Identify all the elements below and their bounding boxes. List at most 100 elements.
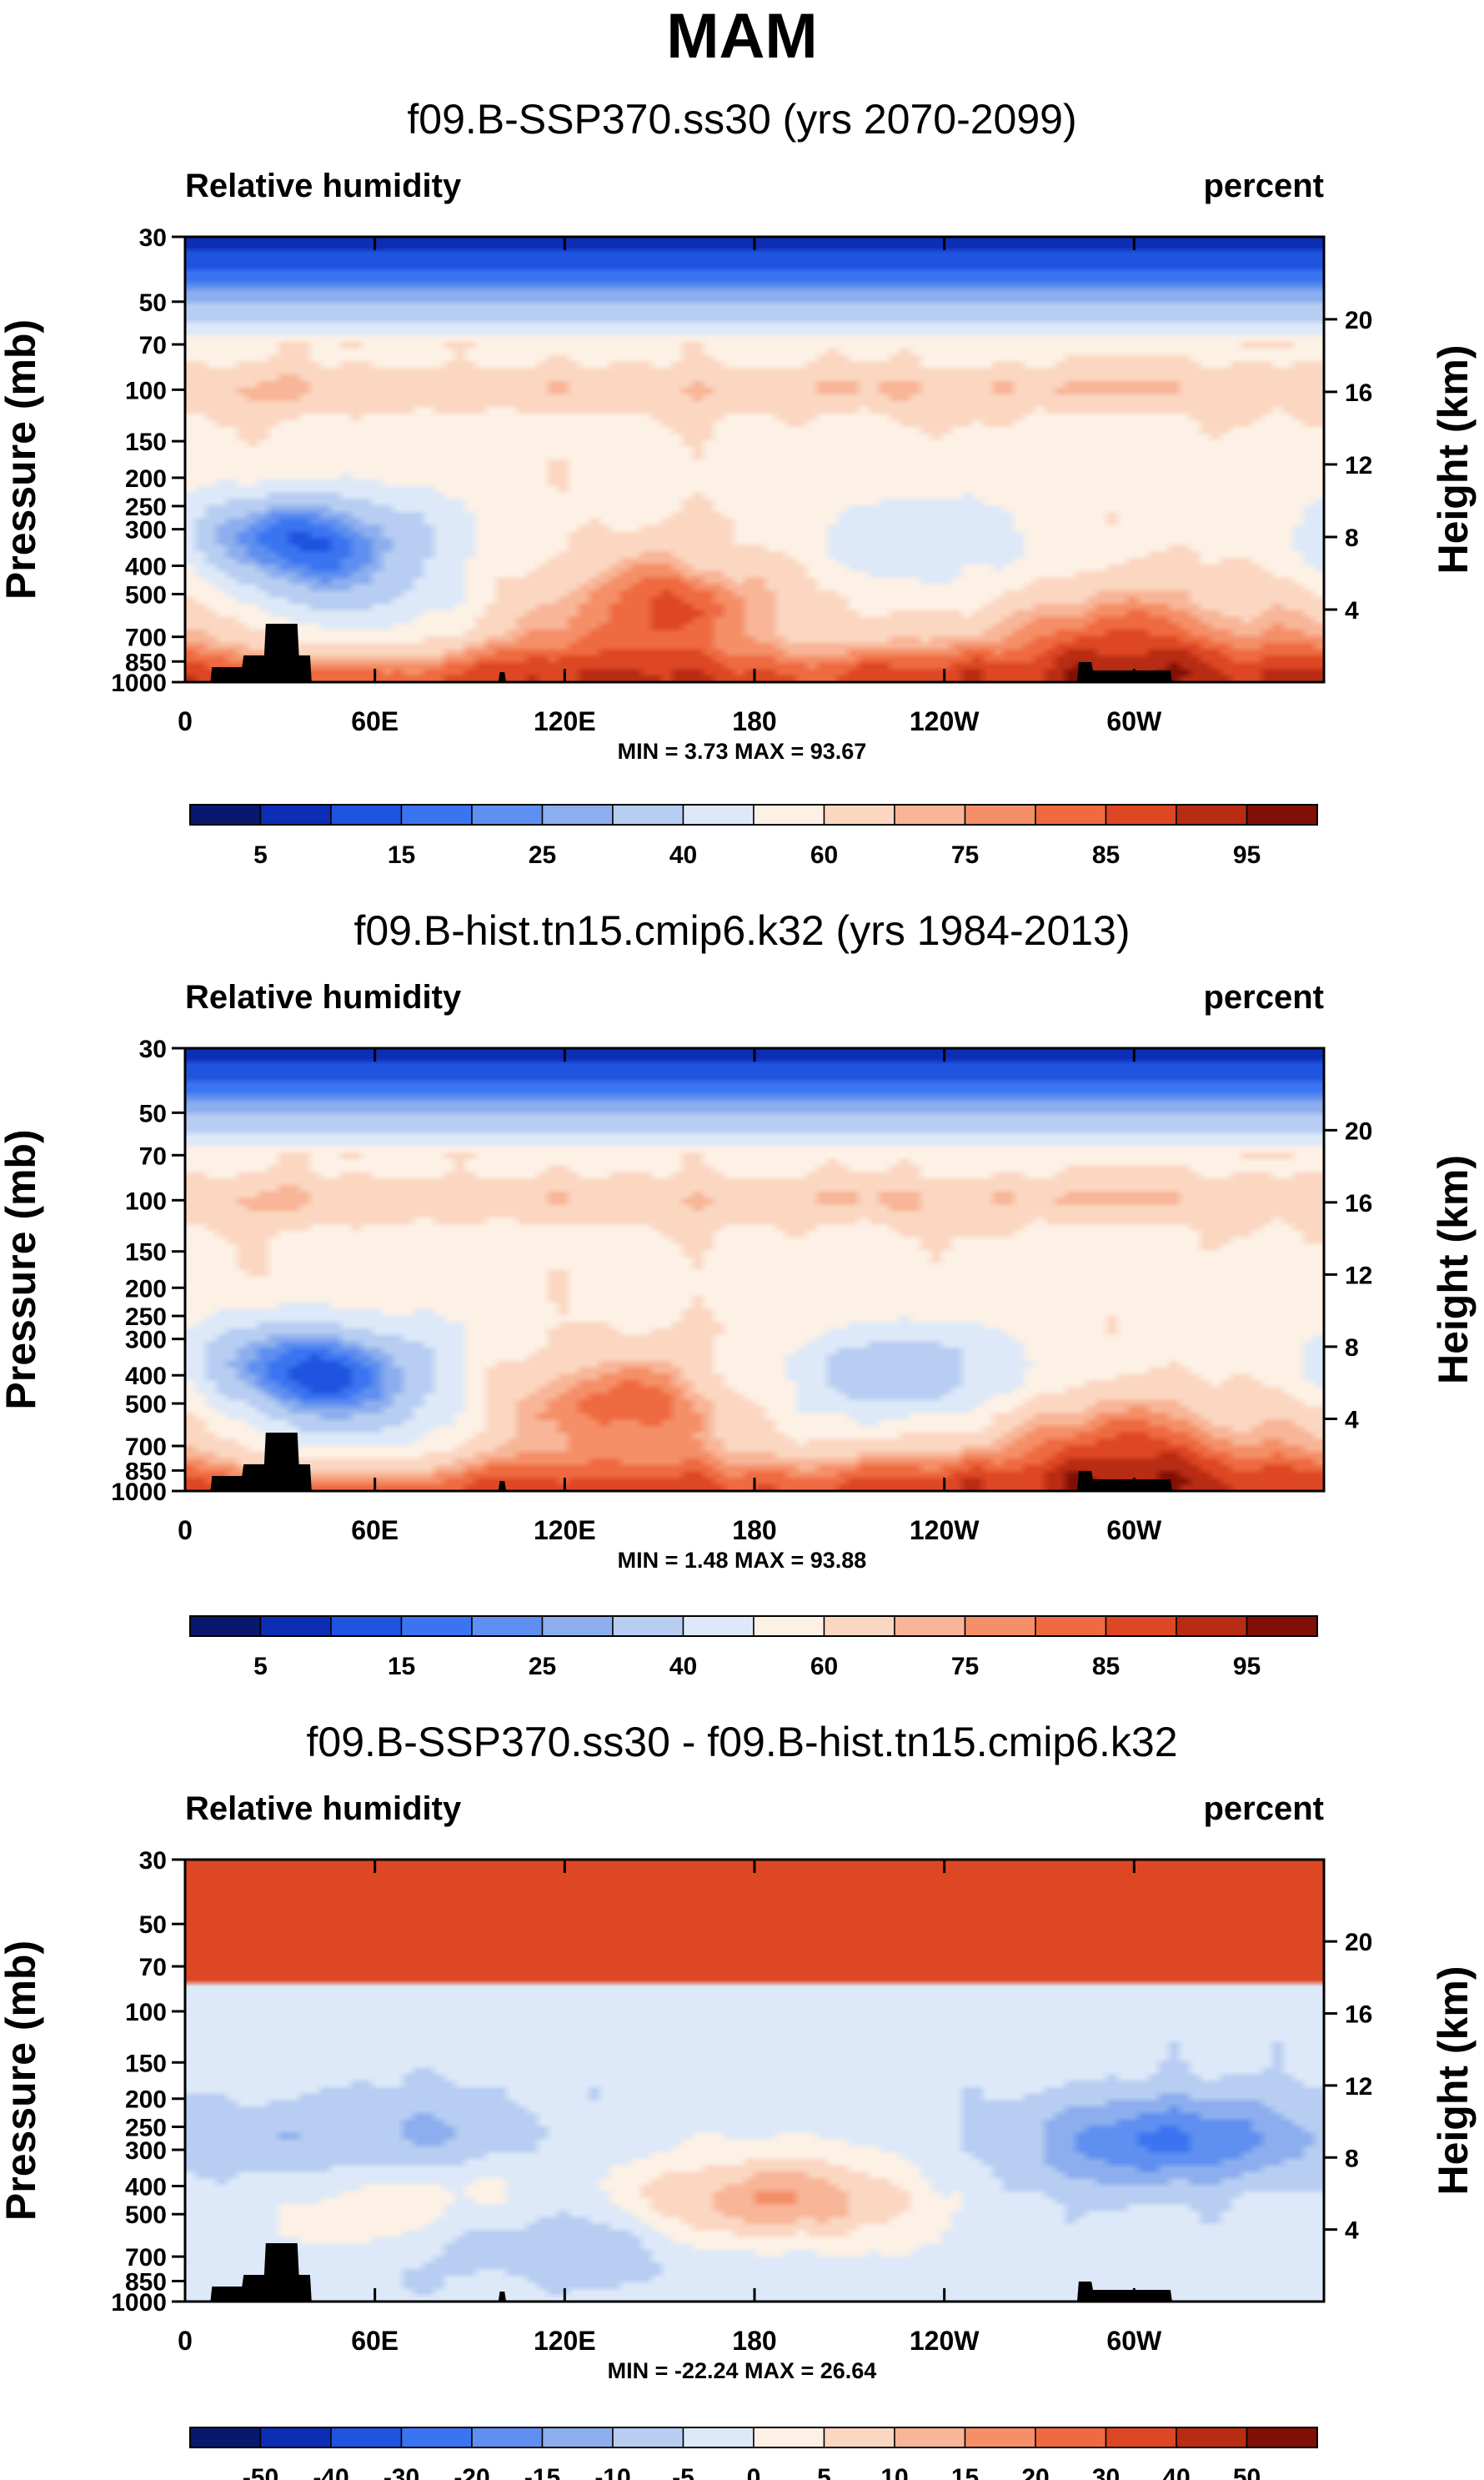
colorbar-box	[259, 1615, 332, 1637]
y-tick-label: 850	[125, 2268, 167, 2296]
colorbar-label: -5	[672, 2464, 694, 2480]
colorbar-box	[330, 1615, 403, 1637]
height-tick-label: 4	[1345, 597, 1359, 625]
panel-title: f09.B-SSP370.ss30 (yrs 2070-2099)	[407, 96, 1076, 143]
y-tick-label: 250	[125, 1303, 167, 1331]
colorbar-frame	[189, 804, 1318, 826]
colorbar-label: 85	[1092, 841, 1120, 869]
colorbar-box	[1246, 2427, 1318, 2448]
height-axis-label: Height (km)	[1430, 1966, 1476, 2196]
colorbar-label: 5	[253, 1653, 268, 1680]
height-tick-label: 4	[1345, 1406, 1359, 1433]
contour-field	[185, 237, 1324, 682]
x-tick-label: 120E	[534, 2326, 596, 2356]
colorbar-box	[894, 1615, 966, 1637]
colorbar-box	[400, 804, 473, 826]
y-tick-label: 700	[125, 1433, 167, 1461]
y-tick-label: 200	[125, 2086, 167, 2114]
contour-field	[185, 1048, 1324, 1491]
colorbar-box	[1176, 2427, 1248, 2448]
colorbar-box	[1105, 1615, 1177, 1637]
colorbar-label: 30	[1092, 2464, 1120, 2480]
colorbar-box	[1035, 1615, 1107, 1637]
x-tick-label: 60E	[351, 1515, 399, 1545]
height-tick-label: 20	[1345, 1117, 1372, 1145]
height-tick-label: 8	[1345, 525, 1359, 552]
right-string: percent	[1204, 168, 1325, 204]
x-tick-label: 120W	[910, 706, 980, 736]
y-tick-label: 400	[125, 553, 167, 580]
colorbar-box	[894, 804, 966, 826]
colorbar-label: 20	[1021, 2464, 1049, 2480]
topography-mask	[185, 1433, 1324, 1491]
colorbar-label: -50	[243, 2464, 278, 2480]
colorbar-box	[964, 2427, 1036, 2448]
y-tick-label: 200	[125, 1275, 167, 1303]
colorbar-label: -15	[524, 2464, 560, 2480]
x-tick-label: 60W	[1106, 706, 1162, 736]
y-tick-label: 400	[125, 2174, 167, 2201]
figure-season-title: MAM	[666, 1, 818, 72]
x-tick-label: 120E	[534, 706, 596, 736]
y-tick-label: 30	[139, 1036, 167, 1063]
colorbar-box	[189, 2427, 262, 2448]
colorbar-label: -10	[594, 2464, 630, 2480]
x-tick-label: 0	[178, 2326, 193, 2356]
colorbar-label: 15	[388, 1653, 415, 1680]
colorbar-box	[753, 804, 825, 826]
colorbar-label: 85	[1092, 1653, 1120, 1680]
colorbar-label: 95	[1233, 1653, 1261, 1680]
colorbar-frame	[189, 1615, 1318, 1637]
y-tick-label: 1000	[111, 670, 167, 697]
colorbar-box	[471, 804, 544, 826]
colorbar-label: 50	[1233, 2464, 1261, 2480]
y-tick-label: 250	[125, 2114, 167, 2141]
x-tick-label: 0	[178, 706, 193, 736]
colorbar-label: 10	[880, 2464, 908, 2480]
min-max-label: MIN = -22.24 MAX = 26.64	[608, 2358, 877, 2383]
colorbar-box	[612, 1615, 684, 1637]
colorbar-box	[259, 804, 332, 826]
y-tick-label: 100	[125, 1187, 167, 1215]
y-tick-label: 250	[125, 494, 167, 521]
y-tick-label: 850	[125, 649, 167, 676]
right-string: percent	[1204, 979, 1325, 1016]
y-axis-label: Pressure (mb)	[0, 1129, 44, 1409]
colorbar-box	[964, 804, 1036, 826]
x-tick-label: 180	[732, 2326, 776, 2356]
colorbar-frame	[189, 2427, 1318, 2448]
left-string: Relative humidity	[185, 1790, 462, 1827]
height-tick-label: 8	[1345, 2145, 1359, 2172]
x-tick-label: 120W	[910, 2326, 980, 2356]
colorbar-box	[753, 2427, 825, 2448]
colorbar-box	[894, 2427, 966, 2448]
colorbar-box	[330, 804, 403, 826]
colorbar-label: 5	[253, 841, 268, 869]
colorbar-box	[1105, 2427, 1177, 2448]
y-tick-label: 200	[125, 465, 167, 493]
x-tick-label: 120E	[534, 1515, 596, 1545]
colorbar-label: 95	[1233, 841, 1261, 869]
colorbar-label: 40	[1162, 2464, 1190, 2480]
colorbar-box	[1105, 804, 1177, 826]
colorbar-label: 15	[388, 841, 415, 869]
height-tick-label: 20	[1345, 307, 1372, 334]
colorbar-label: 75	[951, 841, 979, 869]
left-string: Relative humidity	[185, 168, 462, 204]
y-tick-label: 70	[139, 1954, 167, 1981]
min-max-label: MIN = 3.73 MAX = 93.67	[618, 739, 867, 764]
colorbar-box	[1035, 2427, 1107, 2448]
colorbar-box	[189, 804, 262, 826]
x-tick-label: 60E	[351, 706, 399, 736]
x-tick-label: 0	[178, 1515, 193, 1545]
y-tick-label: 400	[125, 1363, 167, 1390]
right-string: percent	[1204, 1790, 1325, 1827]
colorbar-label: 15	[951, 2464, 979, 2480]
colorbar-label: 60	[810, 1653, 838, 1680]
colorbar-label: 25	[529, 841, 556, 869]
colorbar-box	[823, 804, 895, 826]
y-tick-label: 700	[125, 625, 167, 652]
colorbar-box	[964, 1615, 1036, 1637]
x-tick-label: 180	[732, 1515, 776, 1545]
colorbar-box	[400, 2427, 473, 2448]
